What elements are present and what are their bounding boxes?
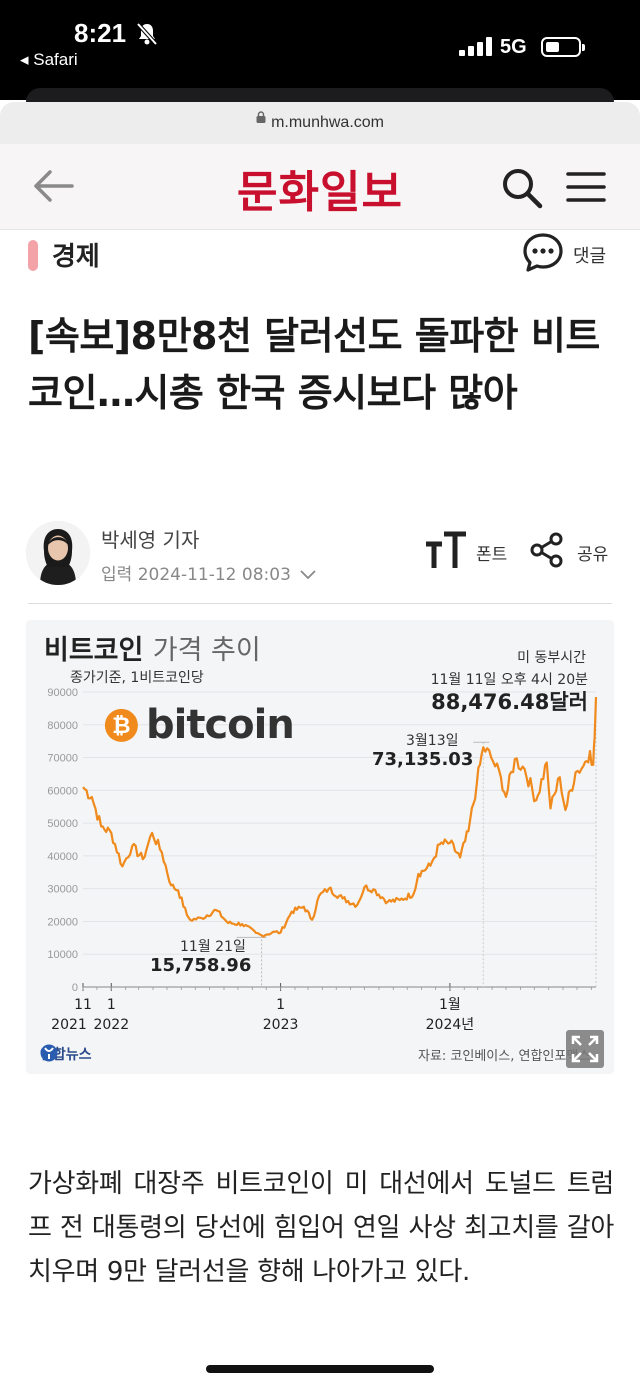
- timezone-note: 미 동부시간: [517, 650, 586, 666]
- back-to-app-link[interactable]: ◂ Safari: [20, 50, 78, 69]
- expand-image-button[interactable]: [566, 1030, 604, 1068]
- article-headline: [속보]8만8천 달러선도 돌파한 비트코인…시총 한국 증시보다 많아: [28, 314, 600, 415]
- date-prefix: 입력: [101, 565, 133, 585]
- yonhap-logo: 연합뉴스: [40, 1044, 92, 1064]
- share-icon[interactable]: [530, 532, 564, 568]
- x-tick-year: 2024년: [426, 1017, 475, 1033]
- search-icon[interactable]: [500, 166, 544, 210]
- y-tick-label: 60000: [47, 785, 78, 797]
- clock: 8:21: [74, 18, 127, 48]
- section-label[interactable]: 경제: [52, 242, 100, 272]
- publish-date[interactable]: 입력 2024-11-12 08:03: [101, 560, 316, 585]
- chart-basis-note: 종가기준, 1비트코인당: [70, 670, 204, 686]
- low-date-label: 11월 21일: [180, 939, 246, 955]
- hamburger-menu-icon[interactable]: [566, 170, 606, 204]
- bitcoin-price-chart: 0 10000 20000 30000 40000 50000 60000 70000 8000…: [26, 620, 614, 1074]
- yonhap-logo-icon: [40, 1044, 58, 1062]
- font-label[interactable]: 폰트: [476, 545, 508, 565]
- comment-label[interactable]: 댓글: [573, 246, 607, 267]
- share-label[interactable]: 공유: [577, 545, 609, 565]
- network-type: 5G: [500, 36, 527, 58]
- home-indicator[interactable]: [206, 1365, 434, 1373]
- font-size-icon[interactable]: [424, 530, 468, 570]
- site-header: 문화일보: [0, 144, 640, 230]
- x-tick-month: 1: [107, 997, 116, 1013]
- address-bar[interactable]: m.munhwa.com: [0, 102, 640, 144]
- comment-bubble-icon[interactable]: [522, 232, 564, 274]
- y-tick-label: 20000: [47, 916, 78, 928]
- site-logo[interactable]: 문화일보: [237, 167, 403, 218]
- y-tick-label: 50000: [47, 818, 78, 830]
- peak-value-label: 73,135.03: [372, 749, 474, 770]
- date-value: 2024-11-12 08:03: [137, 565, 291, 585]
- battery-icon: [541, 37, 585, 57]
- bitcoin-wordmark: bitcoin: [146, 702, 295, 748]
- price-line: [82, 696, 598, 938]
- x-tick-month: 1: [276, 997, 285, 1013]
- chevron-down-icon: [300, 570, 316, 580]
- chart-title: 비트코인 가격 추이: [44, 628, 261, 667]
- x-tick-month: 1월: [439, 997, 461, 1013]
- y-tick-label: 70000: [47, 753, 78, 765]
- section-marker: [28, 240, 38, 271]
- peak-date-label: 3월13일: [406, 733, 459, 749]
- chart-subtitle: 가격 추이: [152, 635, 261, 666]
- url-text: m.munhwa.com: [271, 114, 384, 131]
- cellular-signal-icon: [459, 36, 493, 56]
- author-avatar: [26, 521, 90, 585]
- x-tick-month: 11: [74, 997, 92, 1013]
- status-bar: 8:21 ◂ Safari 5G: [0, 0, 640, 100]
- chart-title-main: 비트코인: [44, 635, 144, 666]
- divider: [28, 603, 612, 604]
- author-name[interactable]: 박세영 기자: [101, 528, 200, 552]
- y-tick-label: 30000: [47, 884, 78, 896]
- last-date-label: 11월 11일 오후 4시 20분: [430, 672, 588, 688]
- chart-source: 자료: 코인베이스, 연합인포맥스: [418, 1049, 591, 1064]
- y-tick-label: 10000: [47, 949, 78, 961]
- y-tick-label: 40000: [47, 851, 78, 863]
- x-tick-year: 2021: [51, 1017, 87, 1033]
- y-tick-label: 0: [72, 982, 78, 994]
- x-tick-year: 2022: [93, 1017, 129, 1033]
- bell-muted-icon: [136, 22, 158, 46]
- chart-canvas: 0 10000 20000 30000 40000 50000 60000 70000 8000…: [47, 687, 598, 1033]
- y-tick-label: 90000: [47, 687, 78, 699]
- x-tick-year: 2023: [263, 1017, 299, 1033]
- last-value-label: 88,476.48달러: [431, 690, 588, 714]
- article-body-paragraph: 가상화폐 대장주 비트코인이 미 대선에서 도널드 트럼프 전 대통령의 당선에…: [28, 1169, 614, 1287]
- expand-icon: [571, 1035, 599, 1063]
- svg-text:₿: ₿: [112, 713, 130, 739]
- lock-icon: [256, 111, 266, 123]
- y-tick-label: 80000: [47, 720, 78, 732]
- low-value-label: 15,758.96: [150, 955, 252, 976]
- bitcoin-logo-icon: ₿: [104, 708, 138, 742]
- back-arrow-icon[interactable]: [30, 166, 76, 206]
